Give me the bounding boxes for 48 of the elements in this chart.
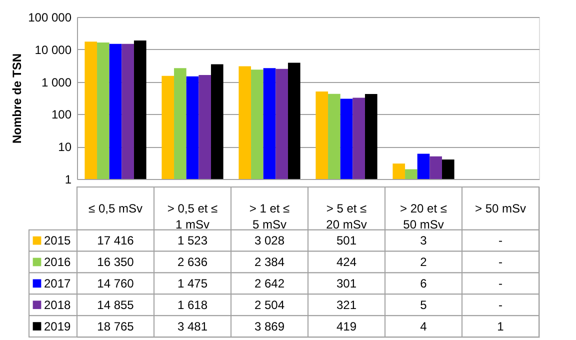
data-label: 2 636 [177,255,208,269]
y-axis-title: Nombre de TSN [10,53,24,144]
data-label: 14 760 [97,276,134,290]
y-tick-label: 10 000 [34,42,72,57]
legend-label: 2019 [44,319,72,334]
x-tick-label: > 5 et ≤ 20 mSv [326,201,368,232]
y-tick-label: 1 000 [41,75,72,90]
data-label: 2 504 [254,298,285,312]
data-label: 3 028 [254,234,285,248]
data-label: 5 [420,298,428,312]
data-label: 16 350 [97,255,134,269]
data-label: 1 618 [177,298,208,312]
data-label: 17 416 [97,234,134,248]
x-tick-label: > 20 et ≤ 50 mSv [400,201,448,232]
text: - [498,234,502,248]
x-tick-label: > 1 et ≤ 5 mSv [249,201,290,232]
data-label: 4 [420,319,428,334]
text: - [498,298,502,312]
data-label: 301 [336,276,357,290]
text: - [498,276,502,290]
data-label: 1 475 [177,276,208,290]
data-label: 3 [420,234,428,248]
y-tick-label: 10 [58,140,72,154]
data-label: 1 523 [177,234,208,248]
data-label: 18 765 [97,319,134,334]
data-label: 3 869 [254,319,285,334]
data-label: 14 855 [97,298,134,312]
data-label: 501 [336,234,357,248]
data-label: 6 [420,276,428,290]
text: - [498,255,502,269]
x-tick-label: > 0,5 et ≤ 1 mSv [167,201,218,232]
data-label: 321 [336,298,357,312]
y-tick-label: 1 [64,172,72,186]
legend-label: 2018 [44,298,72,312]
data-label: 424 [336,255,357,269]
legend-label: 2015 [44,234,72,248]
data-label: 3 481 [177,319,208,334]
data-label: 2 642 [254,276,285,290]
data-label: 2 384 [254,255,285,269]
legend-label: 2016 [44,255,72,269]
y-tick-label: 100 000 [28,10,72,24]
x-tick-label: ≤ 0,5 mSv [88,201,142,216]
data-label: 2 [420,255,428,269]
legend-label: 2017 [44,276,72,290]
y-tick-label: 100 [51,108,72,122]
x-tick-label: > 50 mSv [474,201,526,216]
data-label: 1 [497,319,504,334]
data-label: 419 [336,319,357,334]
